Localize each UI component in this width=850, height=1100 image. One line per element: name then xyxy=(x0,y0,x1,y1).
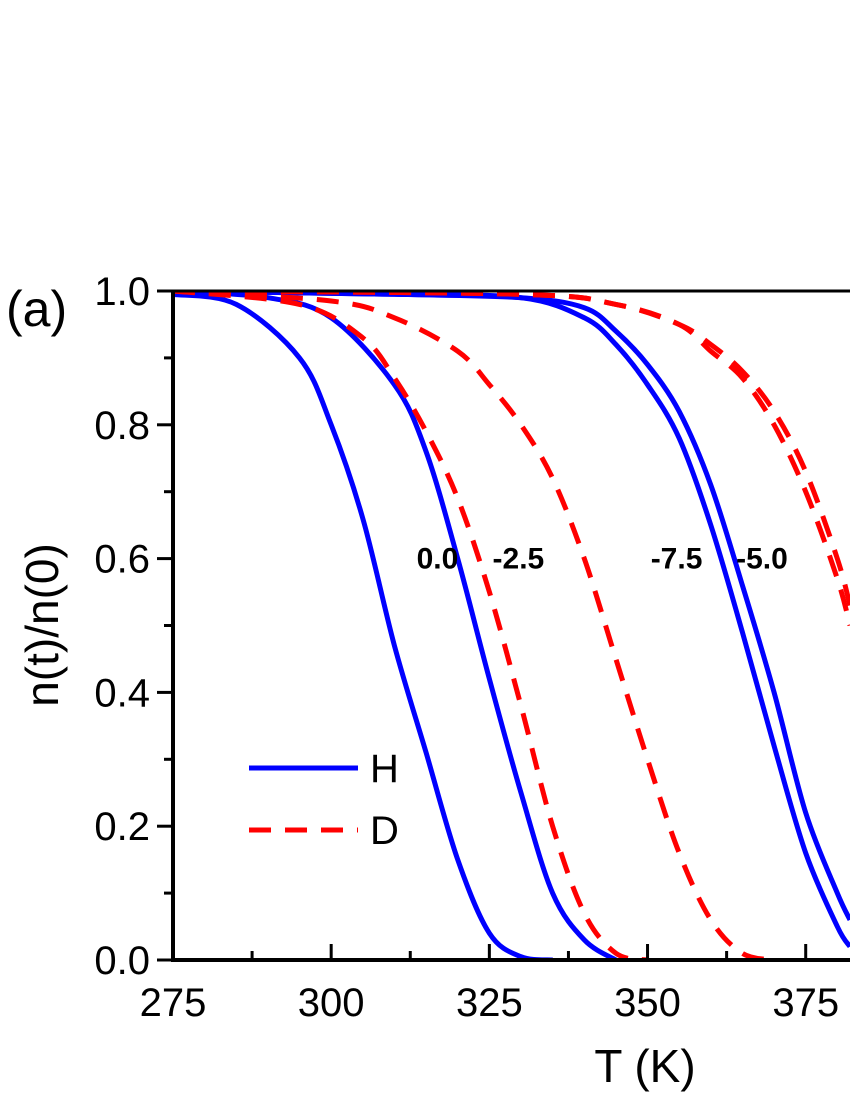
legend-label-h: H xyxy=(370,747,399,791)
plot-frame xyxy=(171,289,850,962)
legend: HD xyxy=(249,747,399,853)
series-line-h-3 xyxy=(173,291,850,949)
series-line-d-5 xyxy=(173,291,649,960)
x-tick-label: 350 xyxy=(614,981,681,1025)
y-tick-label: 1.0 xyxy=(94,270,150,314)
x-tick-label: 325 xyxy=(456,981,523,1025)
y-tick-label: 0.0 xyxy=(94,939,150,983)
legend-label-d: D xyxy=(370,809,399,853)
axis-labels: 275 300 325 350 375 0.0 0.2 0.4 0.6 0.8 1.0 xyxy=(94,270,839,1025)
curve-label: -5.0 xyxy=(736,543,788,576)
curves xyxy=(173,291,850,960)
curve-label: -2.5 xyxy=(493,543,545,576)
x-tick-label: 275 xyxy=(140,981,207,1025)
series-line-h-2 xyxy=(173,291,618,960)
x-tick-label: 375 xyxy=(772,981,839,1025)
axis-ticks xyxy=(157,289,808,962)
y-axis-title: n(t)/n(0) xyxy=(16,543,68,707)
series-line-h-1 xyxy=(173,291,553,960)
y-tick-label: 0.6 xyxy=(94,538,150,582)
x-tick-label: 300 xyxy=(298,981,365,1025)
curve-label: -7.5 xyxy=(651,543,703,576)
series-line-d-6 xyxy=(173,291,775,960)
y-tick-label: 0.2 xyxy=(94,805,150,849)
panel-label: (a) xyxy=(6,281,67,337)
x-axis-title: T (K) xyxy=(594,1040,695,1092)
y-tick-label: 0.8 xyxy=(94,404,150,448)
curve-labels: 0.0 -2.5 -7.5 -5.0 xyxy=(417,543,788,576)
series-line-d-8 xyxy=(173,291,850,627)
curve-label: 0.0 xyxy=(417,543,459,576)
y-tick-label: 0.4 xyxy=(94,671,150,715)
series-line-d-7 xyxy=(173,291,850,607)
series-line-h-4 xyxy=(173,291,850,921)
